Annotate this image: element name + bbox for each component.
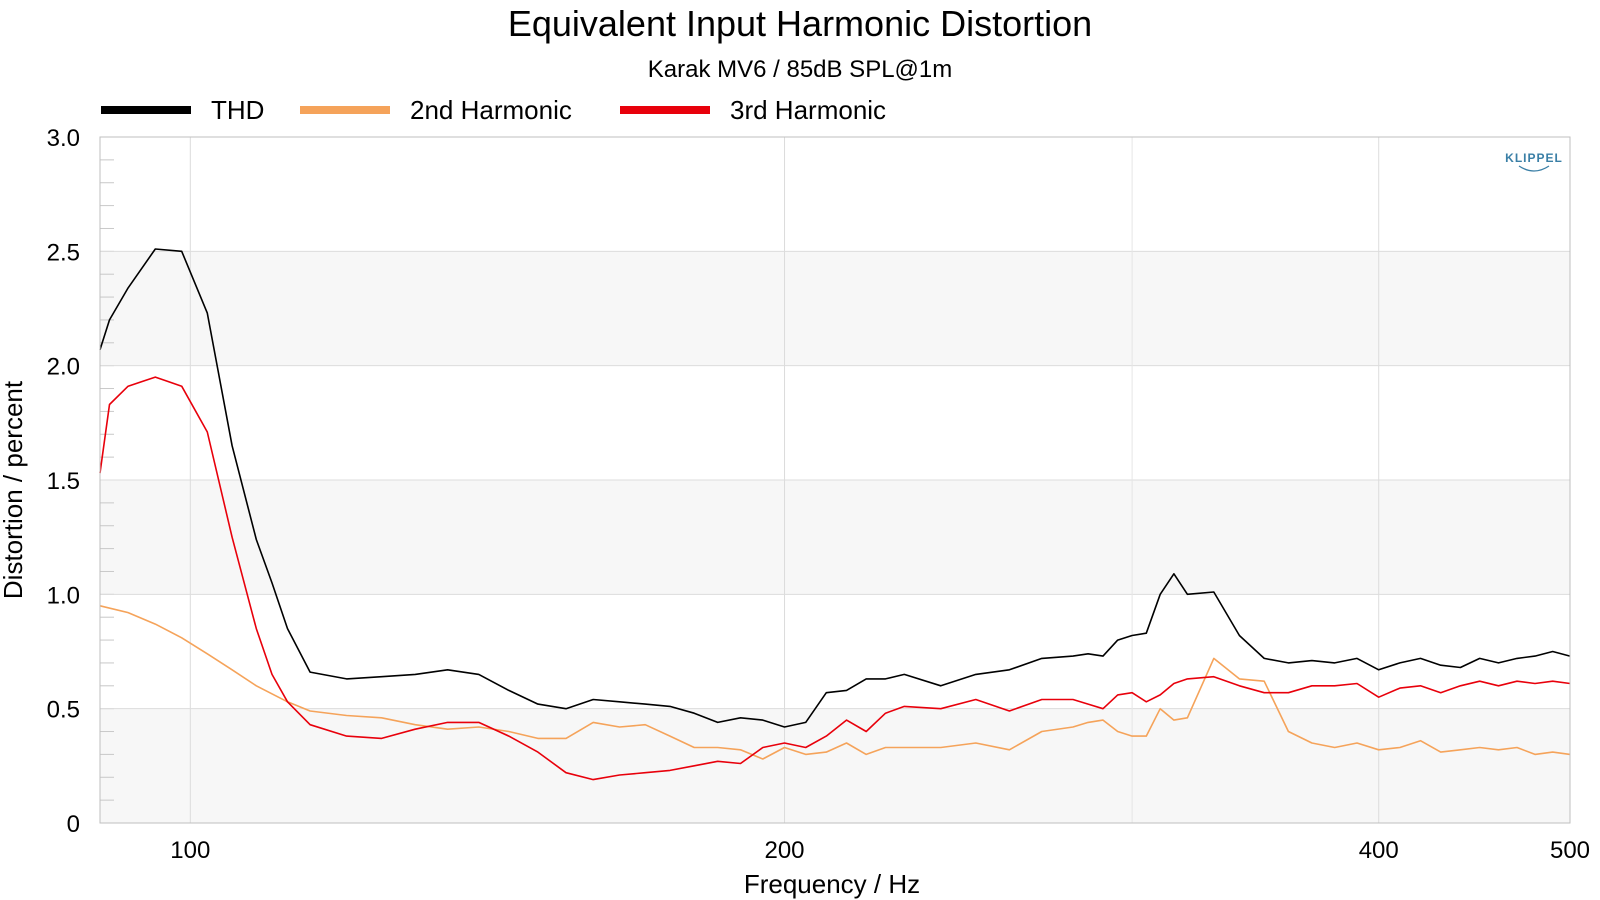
svg-text:KLIPPEL: KLIPPEL [1505,151,1563,165]
y-tick-label: 3.0 [47,125,80,152]
plot-band [100,594,1570,709]
chart-title: Equivalent Input Harmonic Distortion [508,3,1092,44]
plot-band [100,365,1570,480]
y-tick-labels: 0 0.5 1.0 1.5 2.0 2.5 3.0 [47,125,80,838]
x-axis-label: Frequency / Hz [744,869,920,899]
x-tick-label: 200 [764,837,804,864]
legend-label-3rd-harmonic: 3rd Harmonic [730,95,886,125]
legend-label-thd: THD [211,95,264,125]
plot-frame [99,136,1571,824]
x-tick-labels: 100 200 400 500 [170,837,1590,864]
plot-band [100,251,1570,366]
klippel-watermark: KLIPPEL [1505,151,1563,172]
legend: THD 2nd Harmonic 3rd Harmonic [101,95,886,125]
y-tick-label: 2.0 [47,354,80,381]
plot-band [100,480,1570,595]
plot-background-bands [100,137,1570,823]
x-tick-label: 100 [170,837,210,864]
chart-subtitle: Karak MV6 / 85dB SPL@1m [648,56,953,83]
series-layer [99,248,1571,781]
y-tick-label: 0 [67,811,80,838]
y-tick-label: 1.0 [47,582,80,609]
legend-label-2nd-harmonic: 2nd Harmonic [410,95,572,125]
y-axis-label: Distortion / percent [0,380,28,599]
y-tick-label: 2.5 [47,239,80,266]
series-line-3rd-harmonic [99,376,1571,781]
y-tick-label: 1.5 [47,468,80,495]
x-tick-label: 400 [1359,837,1399,864]
x-tick-label: 500 [1550,837,1590,864]
plot-band [100,708,1570,823]
series-line-2nd-harmonic [99,605,1571,760]
plot-band [100,137,1570,252]
series-line-thd [99,248,1571,728]
y-tick-label: 0.5 [47,697,80,724]
